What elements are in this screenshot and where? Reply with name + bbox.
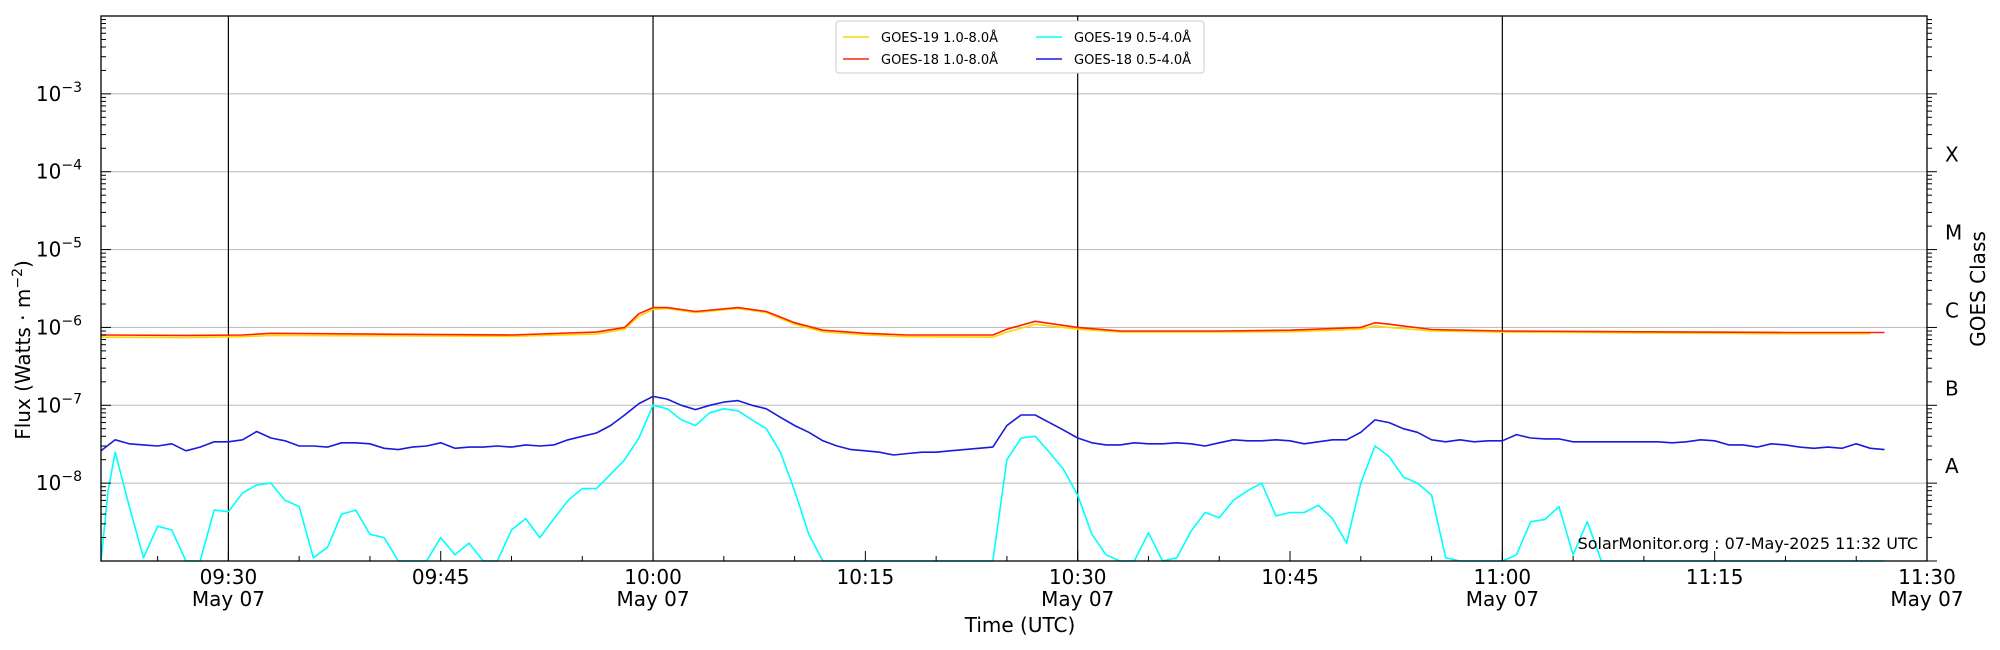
y-tick-label: 10−7 — [36, 391, 82, 417]
goes-class-label: A — [1945, 454, 1959, 478]
legend-label: GOES-18 1.0-8.0Å — [881, 52, 998, 68]
x-tick-label: 09:30 — [200, 565, 258, 589]
y-tick-label: 10−6 — [36, 313, 82, 339]
series-line-3 — [100, 395, 1885, 456]
y-tick-exponent: −6 — [61, 313, 82, 329]
goes-class-labels: A B C M X — [1945, 143, 1962, 478]
series-line-2 — [100, 404, 1885, 562]
y-tick-exponent: −4 — [61, 158, 82, 174]
y-tick-label: 10−8 — [36, 469, 82, 495]
x-tick-date-label: May 07 — [1890, 587, 1963, 611]
y-tick-label: 10−4 — [36, 158, 82, 184]
x-tick-label: 10:15 — [837, 565, 895, 589]
y-tick-base: 10 — [36, 160, 61, 184]
y-axis-title-prefix: Flux (Watts · m — [11, 289, 35, 440]
plot-frame — [100, 15, 1928, 562]
goes-class-label: C — [1945, 298, 1959, 322]
goes-class-label: M — [1945, 221, 1962, 245]
legend-label: GOES-19 1.0-8.0Å — [881, 30, 998, 46]
series-layer — [100, 306, 1885, 562]
y-axis-title: Flux (Watts · m−2) — [10, 260, 35, 440]
y-tick-label: 10−5 — [36, 236, 82, 262]
x-tick-label: 10:00 — [624, 565, 682, 589]
x-tick-date-label: May 07 — [616, 587, 689, 611]
y-tick-exponent: −7 — [61, 391, 82, 407]
y-tick-labels: 10−810−710−610−510−410−3 — [36, 80, 82, 495]
x-tick-label: 10:30 — [1049, 565, 1107, 589]
series-line-1 — [100, 306, 1885, 337]
x-tick-label: 09:45 — [412, 565, 470, 589]
goes-class-label: X — [1945, 143, 1959, 167]
y-tick-exponent: −8 — [61, 469, 82, 485]
legend-box — [835, 20, 1205, 74]
y-tick-label: 10−3 — [36, 80, 82, 106]
credit-text: SolarMonitor.org : 07-May-2025 11:32 UTC — [1578, 534, 1918, 553]
x-tick-label: 11:30 — [1898, 565, 1956, 589]
y-tick-exponent: −3 — [61, 80, 82, 96]
y-tick-base: 10 — [36, 471, 61, 495]
x-tick-date-label: May 07 — [1041, 587, 1114, 611]
y-tick-base: 10 — [36, 315, 61, 339]
x-tick-label: 10:45 — [1261, 565, 1319, 589]
legend-label: GOES-19 0.5-4.0Å — [1074, 30, 1191, 46]
goes-class-label: B — [1945, 376, 1959, 400]
x-tick-label: 11:00 — [1474, 565, 1532, 589]
x-tick-date-label: May 07 — [1466, 587, 1539, 611]
series-line-0 — [100, 307, 1871, 339]
y-tick-base: 10 — [36, 393, 61, 417]
x-tick-date-label: May 07 — [192, 587, 265, 611]
legend: GOES-19 1.0-8.0Å GOES-18 1.0-8.0Å GOES-19 … — [835, 20, 1205, 74]
x-tick-label: 11:15 — [1686, 565, 1744, 589]
y-tick-exponent: −5 — [61, 236, 82, 252]
axes-layer — [100, 15, 1937, 562]
x-axis-title: Time (UTC) — [964, 613, 1076, 637]
legend-label: GOES-18 0.5-4.0Å — [1074, 52, 1191, 68]
y-tick-base: 10 — [36, 82, 61, 106]
goes-class-axis-title: GOES Class — [1966, 231, 1990, 347]
y-tick-base: 10 — [36, 238, 61, 262]
y-axis-title-suffix: ) — [11, 260, 35, 268]
y-axis-title-superscript: −2 — [10, 268, 26, 289]
time-marker-lines — [227, 16, 1503, 561]
